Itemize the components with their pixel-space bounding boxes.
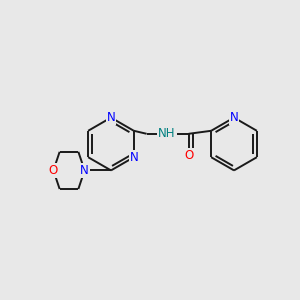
Text: NH: NH bbox=[158, 127, 176, 140]
Text: O: O bbox=[49, 164, 58, 177]
Text: N: N bbox=[106, 111, 116, 124]
Text: O: O bbox=[184, 149, 193, 162]
Text: N: N bbox=[230, 111, 238, 124]
Text: N: N bbox=[130, 151, 138, 164]
Text: N: N bbox=[80, 164, 89, 177]
